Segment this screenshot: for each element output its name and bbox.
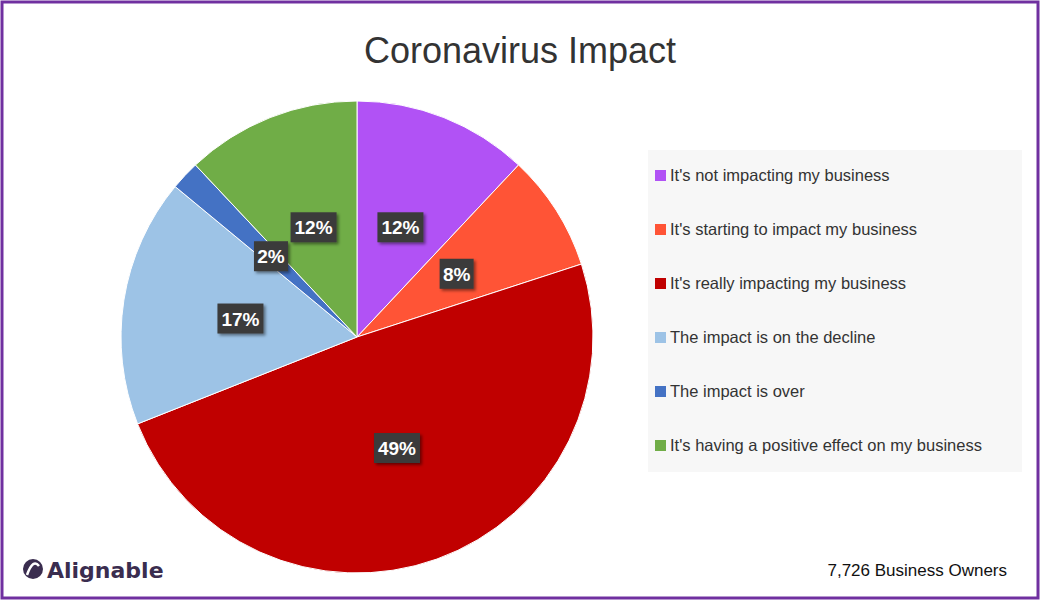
data-label: 12%: [295, 217, 333, 238]
legend-label: It's having a positive effect on my busi…: [670, 436, 982, 454]
legend-label: The impact is over: [670, 382, 805, 400]
data-label-box: [377, 212, 423, 242]
legend-swatch: [655, 278, 666, 289]
legend: It's not impacting my business It's start…: [648, 150, 1022, 472]
pie: [121, 101, 593, 573]
data-label: 8%: [443, 264, 471, 285]
data-label-box: [440, 259, 474, 289]
data-labels: 12% 8% 49% 17% 2% 12%: [217, 212, 473, 463]
data-label-box: [217, 304, 263, 334]
legend-background: [648, 150, 1022, 472]
data-label: 17%: [221, 309, 259, 330]
legend-label: It's really impacting my business: [670, 274, 906, 292]
slice: [195, 101, 357, 337]
legend-label: It's not impacting my business: [670, 166, 890, 184]
legend-swatch: [655, 170, 666, 181]
logo-icon-mark: [27, 563, 39, 575]
data-label-box: [291, 212, 337, 242]
data-label-box: [254, 241, 288, 271]
logo-text: Alignable: [47, 558, 164, 583]
frame: [2, 2, 1038, 598]
data-label: 12%: [381, 217, 419, 238]
footnote: 7,726 Business Owners: [827, 561, 1007, 580]
legend-label: It's starting to impact my business: [670, 220, 917, 238]
legend-swatch: [655, 224, 666, 235]
data-label: 49%: [378, 438, 416, 459]
logo-icon: [23, 559, 43, 579]
legend-swatch: [655, 440, 666, 451]
legend-swatch: [655, 386, 666, 397]
title: Coronavirus Impact: [364, 30, 676, 71]
legend-label: The impact is on the decline: [670, 328, 875, 346]
data-label-box: [374, 433, 420, 463]
chart: Coronavirus Impact 12% 8% 49% 17% 2% 12% It's n…: [0, 0, 1040, 600]
legend-swatch: [655, 332, 666, 343]
logo: Alignable: [23, 558, 164, 583]
data-label: 2%: [257, 246, 285, 267]
